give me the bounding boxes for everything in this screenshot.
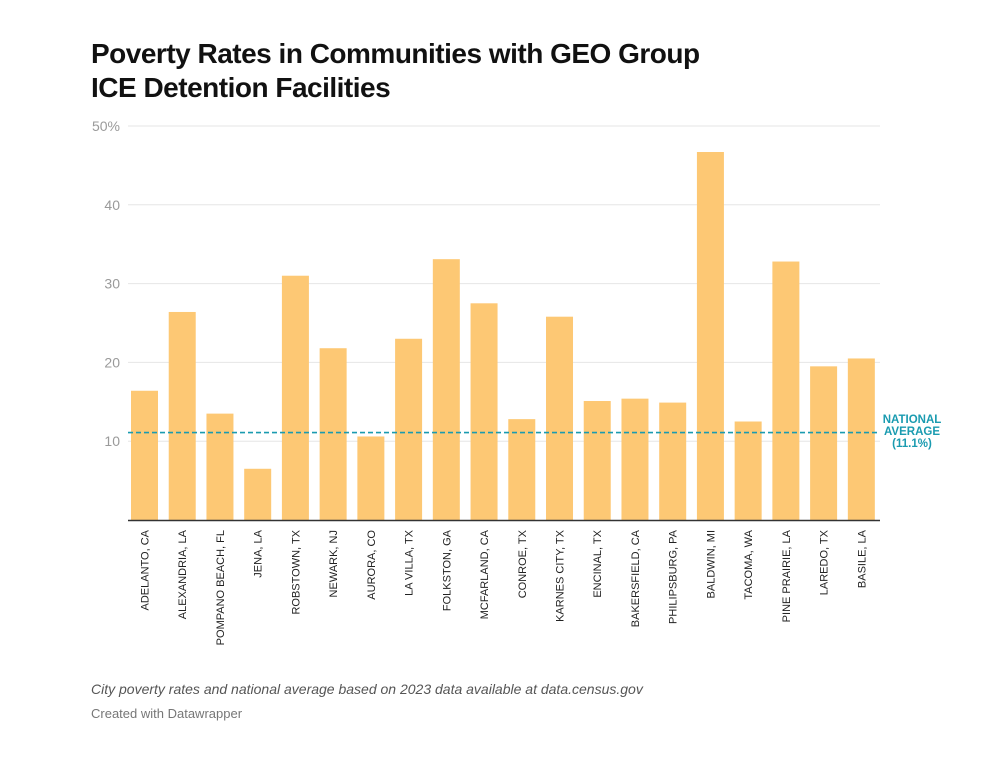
y-tick-label: 40: [104, 197, 120, 213]
x-tick-label: ADELANTO, CA: [140, 529, 152, 610]
bar: [131, 390, 158, 520]
x-tick-label: LAREDO, TX: [819, 529, 831, 595]
bar: [734, 421, 762, 520]
bar: [395, 338, 423, 520]
national-average-label: NATIONAL: [883, 414, 942, 426]
x-tick-label: BAKERSFIELD, CA: [630, 529, 642, 627]
y-tick-label: 10: [104, 433, 120, 449]
bar: [470, 303, 498, 520]
chart-title: Poverty Rates in Communities with GEO Gr…: [91, 37, 791, 105]
bar: [357, 436, 385, 520]
y-tick-label: 50%: [92, 118, 120, 134]
bars: [131, 152, 875, 520]
x-tick-label: LA VILLA, TX: [404, 529, 416, 596]
y-axis-ticks: 10 20 30 40 50%: [92, 118, 120, 449]
national-average-label: AVERAGE: [884, 426, 940, 438]
x-tick-label: NEWARK, NJ: [328, 530, 340, 597]
bar: [319, 348, 347, 520]
x-tick-label: PINE PRAIRIE, LA: [781, 529, 793, 622]
x-tick-label: CONROE, TX: [517, 529, 529, 598]
x-tick-label: POMPANO BEACH, FL: [215, 530, 227, 645]
chart-credit: Created with Datawrapper: [91, 706, 243, 721]
x-tick-label: ENCINAL, TX: [592, 529, 604, 597]
bar: [659, 402, 687, 520]
y-tick-label: 30: [104, 276, 120, 292]
national-average-label: (11.1%): [892, 438, 932, 450]
bar: [168, 311, 196, 520]
bar: [244, 468, 272, 520]
x-tick-label: AURORA, CO: [366, 530, 378, 600]
bar: [621, 398, 649, 520]
bar: [432, 259, 460, 520]
gridlines: [128, 125, 880, 442]
chart-title-line-1: Poverty Rates in Communities with GEO Gr…: [91, 38, 700, 69]
x-tick-label: MCFARLAND, CA: [479, 529, 491, 619]
bar: [847, 358, 875, 520]
bar: [696, 152, 724, 520]
bar: [281, 275, 309, 520]
x-tick-label: BALDWIN, MI: [705, 530, 717, 598]
x-tick-label: FOLKSTON, GA: [441, 529, 453, 611]
bar: [206, 413, 234, 520]
x-axis-labels: ADELANTO, CA ALEXANDRIA, LA POMPANO BEACH,…: [140, 529, 869, 645]
chart-notes: City poverty rates and national average …: [91, 681, 643, 697]
x-tick-label: BASILE, LA: [856, 529, 868, 588]
x-tick-label: KARNES CITY, TX: [555, 529, 567, 622]
bar: [583, 401, 611, 520]
bar: [810, 366, 838, 520]
x-tick-label: JENA, LA: [253, 529, 265, 577]
bar: [772, 261, 800, 520]
bar: [546, 316, 574, 520]
x-tick-label: PHILIPSBURG, PA: [668, 529, 680, 624]
y-tick-label: 20: [104, 354, 120, 370]
bar: [508, 419, 536, 520]
x-tick-label: TACOMA, WA: [743, 529, 755, 599]
chart-title-line-2: ICE Detention Facilities: [91, 72, 391, 103]
x-tick-label: ALEXANDRIA, LA: [177, 529, 189, 619]
x-tick-label: ROBSTOWN, TX: [290, 529, 302, 614]
